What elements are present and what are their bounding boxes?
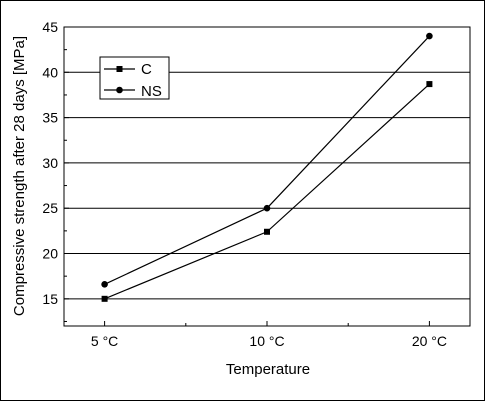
data-point-c — [264, 228, 270, 235]
legend-marker-c — [116, 66, 123, 72]
data-point-ns — [101, 281, 108, 288]
x-tick-label: 10 °C — [249, 333, 284, 349]
tick-labels: 15 20 25 30 35 40 45 5 °C 10 °C 20 °C — [42, 19, 447, 349]
grid-lines — [64, 71, 470, 300]
legend-label-c: C — [141, 61, 152, 78]
y-tick-label: 15 — [42, 291, 58, 307]
legend: C NS — [99, 56, 170, 100]
data-point-c — [426, 81, 433, 88]
data-point-ns — [263, 204, 271, 212]
data-point-c — [101, 295, 108, 302]
y-tick-label: 45 — [42, 19, 58, 35]
y-tick-label: 40 — [42, 64, 58, 80]
y-tick-label: 35 — [42, 110, 58, 126]
y-tick-label: 30 — [42, 155, 58, 171]
x-tick-label: 20 °C — [412, 333, 447, 349]
series-line-c — [104, 83, 430, 300]
x-axis-title: Temperature — [226, 361, 310, 378]
legend-box — [99, 56, 170, 100]
legend-label-ns: NS — [141, 83, 162, 100]
y-axis-title: Compressive strength after 28 days [MPa] — [11, 36, 28, 316]
data-point-ns — [426, 32, 433, 40]
y-tick-label: 20 — [42, 246, 58, 262]
legend-marker-ns — [116, 86, 123, 94]
series-layer — [101, 32, 433, 302]
x-tick-label: 5 °C — [91, 333, 118, 349]
axis-ticks — [64, 26, 430, 326]
y-tick-label: 25 — [42, 200, 58, 216]
